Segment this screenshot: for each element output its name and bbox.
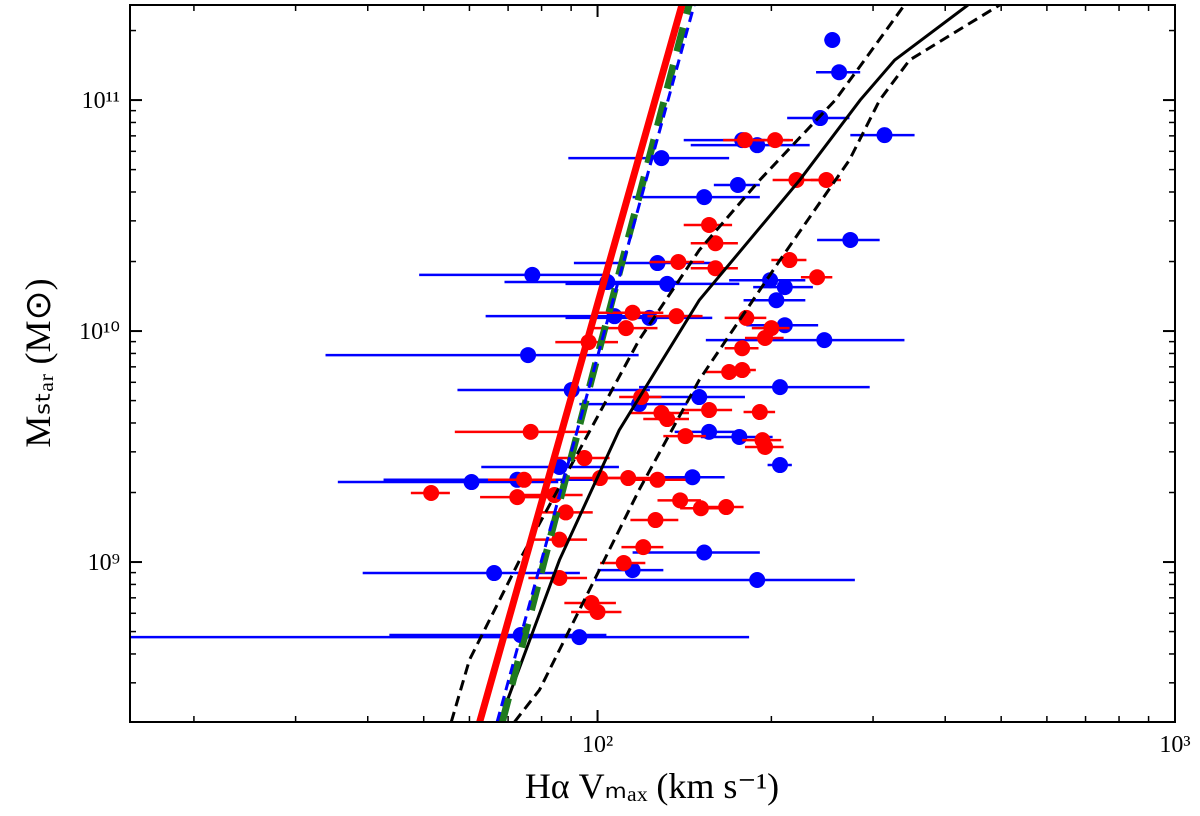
point (524, 266, 541, 283)
point (757, 438, 774, 455)
point (781, 252, 798, 269)
point (809, 269, 826, 286)
point (520, 347, 537, 364)
point (824, 32, 841, 49)
point (691, 389, 708, 406)
point (620, 470, 637, 487)
point (757, 330, 774, 347)
point (509, 489, 526, 506)
point (576, 450, 593, 467)
point (672, 492, 689, 509)
point (701, 216, 718, 233)
x-tick-label: 10² (582, 732, 613, 758)
y-axis-label: Mₛₜₐᵣ (M⊙) (18, 278, 58, 447)
point (522, 423, 539, 440)
point (772, 457, 789, 474)
point (701, 402, 718, 419)
point (551, 531, 568, 548)
point (749, 572, 766, 589)
point (776, 279, 793, 296)
point (677, 428, 694, 445)
point (653, 150, 670, 167)
model-line (513, 5, 1001, 722)
plot-area (130, 5, 1001, 722)
point (649, 471, 666, 488)
point (624, 304, 641, 321)
y-tick-label: 10¹⁰ (79, 319, 120, 345)
point (718, 499, 735, 516)
point (635, 539, 652, 556)
point (423, 485, 440, 502)
point (684, 469, 701, 486)
model-line (476, 5, 686, 722)
point (788, 171, 805, 188)
point (617, 320, 634, 337)
point (751, 404, 768, 421)
point (734, 340, 751, 357)
point (731, 428, 748, 445)
point (486, 565, 503, 582)
point (659, 275, 676, 292)
point (670, 254, 687, 271)
point (768, 292, 785, 309)
point (589, 603, 606, 620)
point (701, 423, 718, 440)
x-tick-label: 10³ (1159, 732, 1190, 758)
point (831, 64, 848, 81)
point (776, 317, 793, 334)
axes: 10² 10³ 10⁹ 10¹⁰ 10¹¹ (79, 5, 1191, 758)
point (659, 411, 676, 428)
point (647, 512, 664, 529)
point (721, 363, 738, 380)
point (767, 132, 784, 149)
point (696, 544, 713, 561)
model-line (495, 5, 696, 722)
point (729, 176, 746, 193)
point (816, 332, 833, 349)
point (707, 260, 724, 277)
point (696, 189, 713, 206)
point (692, 500, 709, 517)
model-line (497, 5, 969, 722)
point (876, 127, 893, 144)
point (772, 379, 789, 396)
plot-frame (129, 4, 1176, 723)
y-tick-label: 10⁹ (88, 550, 120, 576)
point (557, 504, 574, 521)
point (707, 235, 724, 252)
point (516, 471, 533, 488)
model-line (449, 5, 906, 722)
point (615, 554, 632, 571)
point (842, 231, 859, 248)
point (734, 362, 751, 379)
y-tick-label: 10¹¹ (82, 88, 120, 114)
x-axis-label: Hα Vₘₐₓ (km s⁻¹) (525, 766, 779, 806)
point (736, 132, 753, 149)
point (463, 474, 480, 491)
point (571, 629, 588, 646)
point (818, 171, 835, 188)
point (668, 308, 685, 325)
point (762, 272, 779, 289)
